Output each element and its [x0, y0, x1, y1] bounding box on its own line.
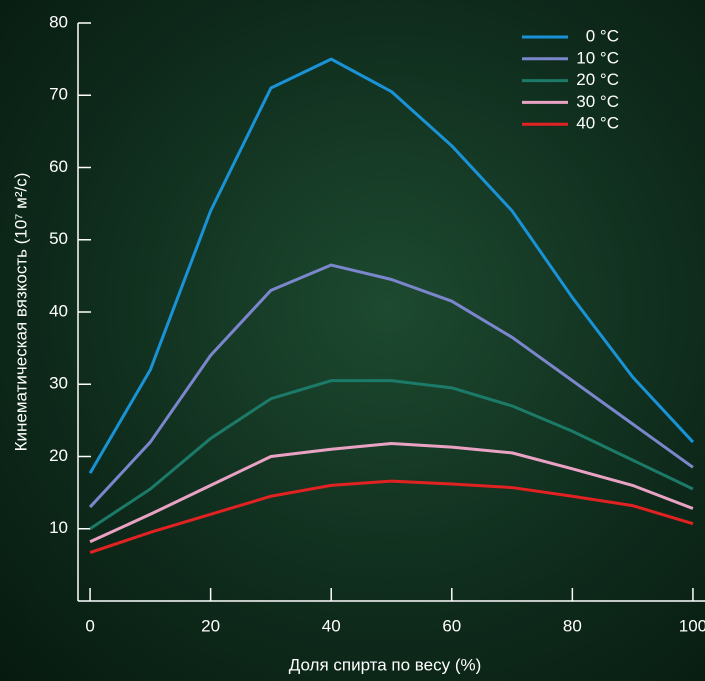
y-tick-label: 30 [49, 374, 68, 393]
line-series [90, 443, 693, 541]
legend-label: 20 °C [576, 70, 619, 89]
y-tick-label: 10 [49, 518, 68, 537]
chart: Доля спирта по весу (%) Кинематическая в… [0, 0, 705, 681]
x-tick-label: 40 [322, 616, 341, 635]
legend-label: 30 °C [576, 92, 619, 111]
y-tick-label: 20 [49, 446, 68, 465]
x-tick-label: 20 [201, 616, 220, 635]
legend-label: 0 °C [586, 26, 619, 45]
x-tick-label: 80 [563, 616, 582, 635]
y-tick-label: 60 [49, 157, 68, 176]
y-tick-label: 50 [49, 229, 68, 248]
x-axis-title: Доля спирта по весу (%) [289, 655, 482, 674]
y-axis-title: Кинематическая вязкость (10⁷ м²/с) [11, 173, 30, 452]
legend-label: 40 °C [576, 114, 619, 133]
x-tick-label: 0 [85, 616, 94, 635]
y-tick-label: 40 [49, 301, 68, 320]
x-tick-label: 60 [442, 616, 461, 635]
y-tick-label: 80 [49, 12, 68, 31]
line-series [90, 265, 693, 507]
x-tick-label: 100 [679, 616, 705, 635]
y-tick-label: 70 [49, 85, 68, 104]
line-series [90, 481, 693, 553]
legend-label: 10 °C [576, 48, 619, 67]
